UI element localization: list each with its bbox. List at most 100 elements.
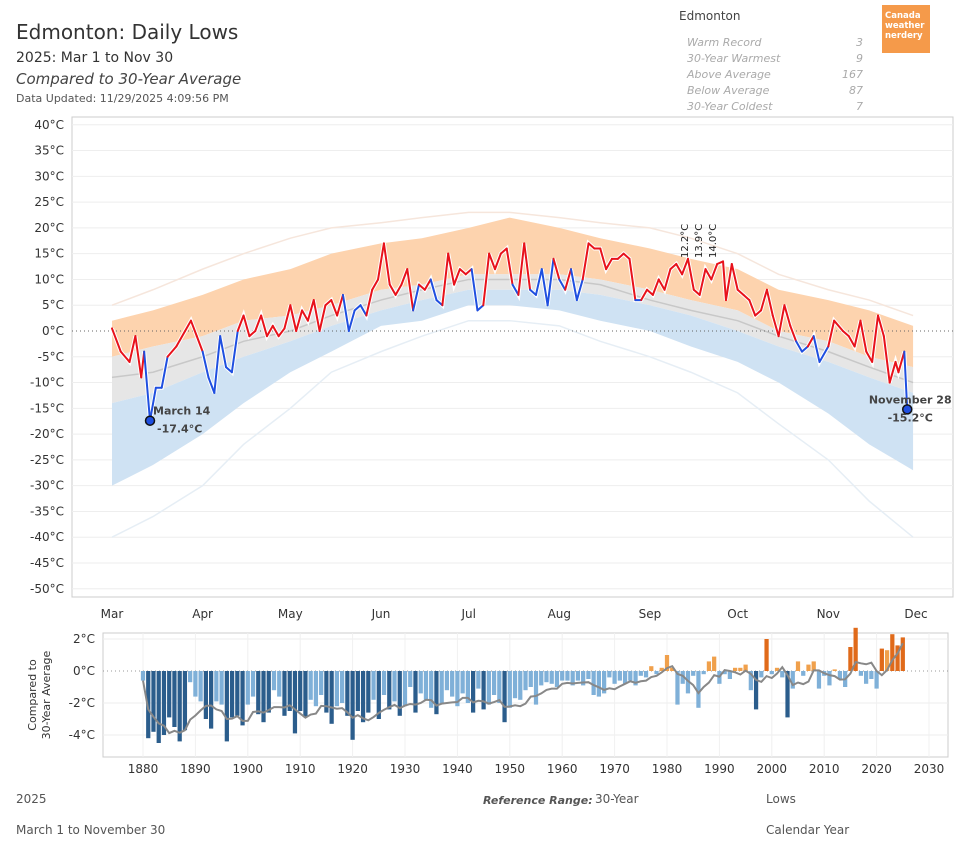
x-tick-label: 1890	[180, 762, 211, 776]
comparison-subtitle: Compared to 30-Year Average	[16, 70, 242, 88]
daily-low-segment	[876, 314, 885, 338]
x-tick-label: 1970	[599, 762, 630, 776]
anomaly-bar	[785, 671, 790, 718]
footer-year[interactable]: 2025	[16, 792, 47, 806]
daily-low-segment	[616, 252, 625, 260]
x-tick-label: Mar	[101, 607, 124, 621]
anomaly-bar	[140, 671, 146, 681]
daily-low-segment	[511, 283, 520, 296]
anomaly-bar	[780, 671, 785, 678]
anomaly-bar	[738, 667, 743, 671]
anomaly-bar	[675, 671, 680, 705]
daily-low-segment	[488, 252, 496, 271]
x-tick-label: 1960	[547, 762, 578, 776]
daily-low-segment	[724, 262, 733, 302]
daily-low-segment	[865, 350, 874, 363]
reference-range-value[interactable]: 30-Year	[595, 792, 639, 806]
anomaly-bar	[203, 671, 208, 719]
anomaly-bar	[638, 671, 643, 676]
x-tick-label: 1940	[442, 762, 473, 776]
anomaly-bar	[696, 671, 701, 708]
daily-low-segment	[581, 242, 590, 281]
x-tick-label: 1950	[495, 762, 526, 776]
annotation-date: November 28	[869, 393, 952, 406]
daily-low-segment	[742, 293, 751, 302]
anomaly-bar	[287, 671, 292, 711]
daily-low-segment	[806, 335, 815, 348]
record-low-line	[111, 319, 914, 538]
anomaly-bar	[392, 671, 397, 702]
anomaly-bar	[308, 671, 313, 700]
daily-low-segment	[570, 268, 578, 302]
anomaly-bar	[549, 671, 554, 684]
anomaly-bar	[518, 671, 523, 700]
anomaly-bar	[507, 671, 512, 708]
summary-value: 9	[856, 52, 863, 65]
anomaly-bar	[224, 671, 229, 742]
daily-low-segment	[134, 335, 143, 379]
daily-low-segment	[523, 242, 532, 291]
anomaly-bar	[811, 661, 816, 671]
reference-range-label: Reference Range:	[483, 794, 593, 807]
anomaly-bar	[748, 671, 753, 691]
annotation-value: -15.2°C	[888, 411, 933, 424]
anomaly-bar	[240, 671, 245, 726]
x-tick-label: 1990	[704, 762, 735, 776]
footer-range[interactable]: March 1 to November 30	[16, 823, 166, 837]
daily-low-segment	[189, 319, 198, 338]
anomaly-bar	[858, 671, 863, 676]
anomaly-bar	[229, 671, 235, 718]
plot-area	[102, 632, 949, 758]
daily-low-segment	[470, 268, 479, 312]
anomaly-bar	[245, 671, 250, 705]
daily-low-segment	[730, 262, 739, 291]
cold-range-band	[112, 289, 914, 486]
anomaly-bar	[497, 671, 502, 703]
summary-label: Warm Record	[687, 36, 762, 49]
measure-selector[interactable]: Lows	[766, 792, 796, 806]
x-tick-label: 1980	[652, 762, 683, 776]
anomaly-bar	[591, 671, 596, 695]
x-tick-label: 1880	[128, 762, 159, 776]
anomaly-bar	[853, 627, 858, 671]
period-selector[interactable]: Calendar Year	[766, 823, 850, 837]
daily-low-segment	[546, 257, 555, 307]
daily-low-segment	[441, 252, 450, 307]
y-tick-label: -30°C	[30, 479, 64, 493]
daily-low-segment	[306, 299, 315, 322]
daily-low-segment	[242, 314, 251, 338]
anomaly-bar	[465, 671, 470, 703]
anomaly-bar	[706, 661, 712, 671]
daily-low-segment	[435, 299, 444, 307]
warm-range-band	[112, 217, 914, 368]
anomaly-bar	[837, 671, 843, 679]
daily-low-segment	[540, 268, 549, 307]
brand-logo[interactable]: Canada weather nerdery	[882, 5, 930, 53]
daily-low-segment	[388, 283, 397, 296]
anomaly-bar	[371, 671, 376, 700]
daily-low-segment	[628, 257, 637, 302]
y-tick-label: 15°C	[34, 247, 64, 261]
anomaly-bar	[712, 656, 717, 671]
anomaly-bar	[261, 671, 266, 723]
daily-low-segment	[347, 309, 356, 332]
daily-low-segment	[558, 278, 567, 291]
anomaly-bar	[219, 671, 224, 705]
anomaly-bar	[743, 664, 748, 671]
anomaly-bar	[334, 671, 339, 707]
y-tick-label: 0°C	[73, 664, 95, 678]
x-tick-label: 1900	[233, 762, 264, 776]
daily-low-segment	[260, 314, 268, 338]
daily-low-segment	[505, 247, 514, 286]
daily-low-segment	[111, 327, 122, 353]
anomaly-bar	[340, 671, 345, 703]
x-tick-label: 1920	[337, 762, 368, 776]
anomaly-bar	[502, 671, 507, 723]
daily-low-segment	[207, 376, 216, 394]
daily-low-segment	[143, 350, 152, 422]
daily-low-segment	[575, 278, 584, 302]
daily-low-segment	[789, 324, 798, 343]
y-tick-label: -25°C	[30, 453, 64, 467]
y-tick-label: -45°C	[30, 556, 64, 570]
